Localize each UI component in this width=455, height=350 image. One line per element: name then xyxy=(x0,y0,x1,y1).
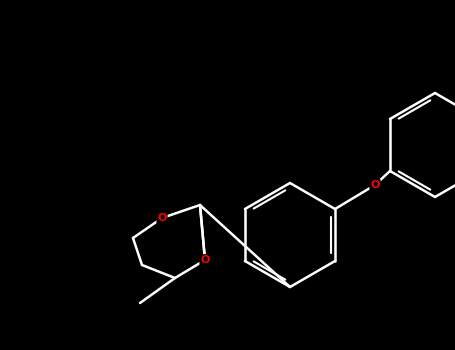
Text: O: O xyxy=(370,180,379,190)
Text: O: O xyxy=(157,213,167,223)
Text: O: O xyxy=(200,255,210,265)
